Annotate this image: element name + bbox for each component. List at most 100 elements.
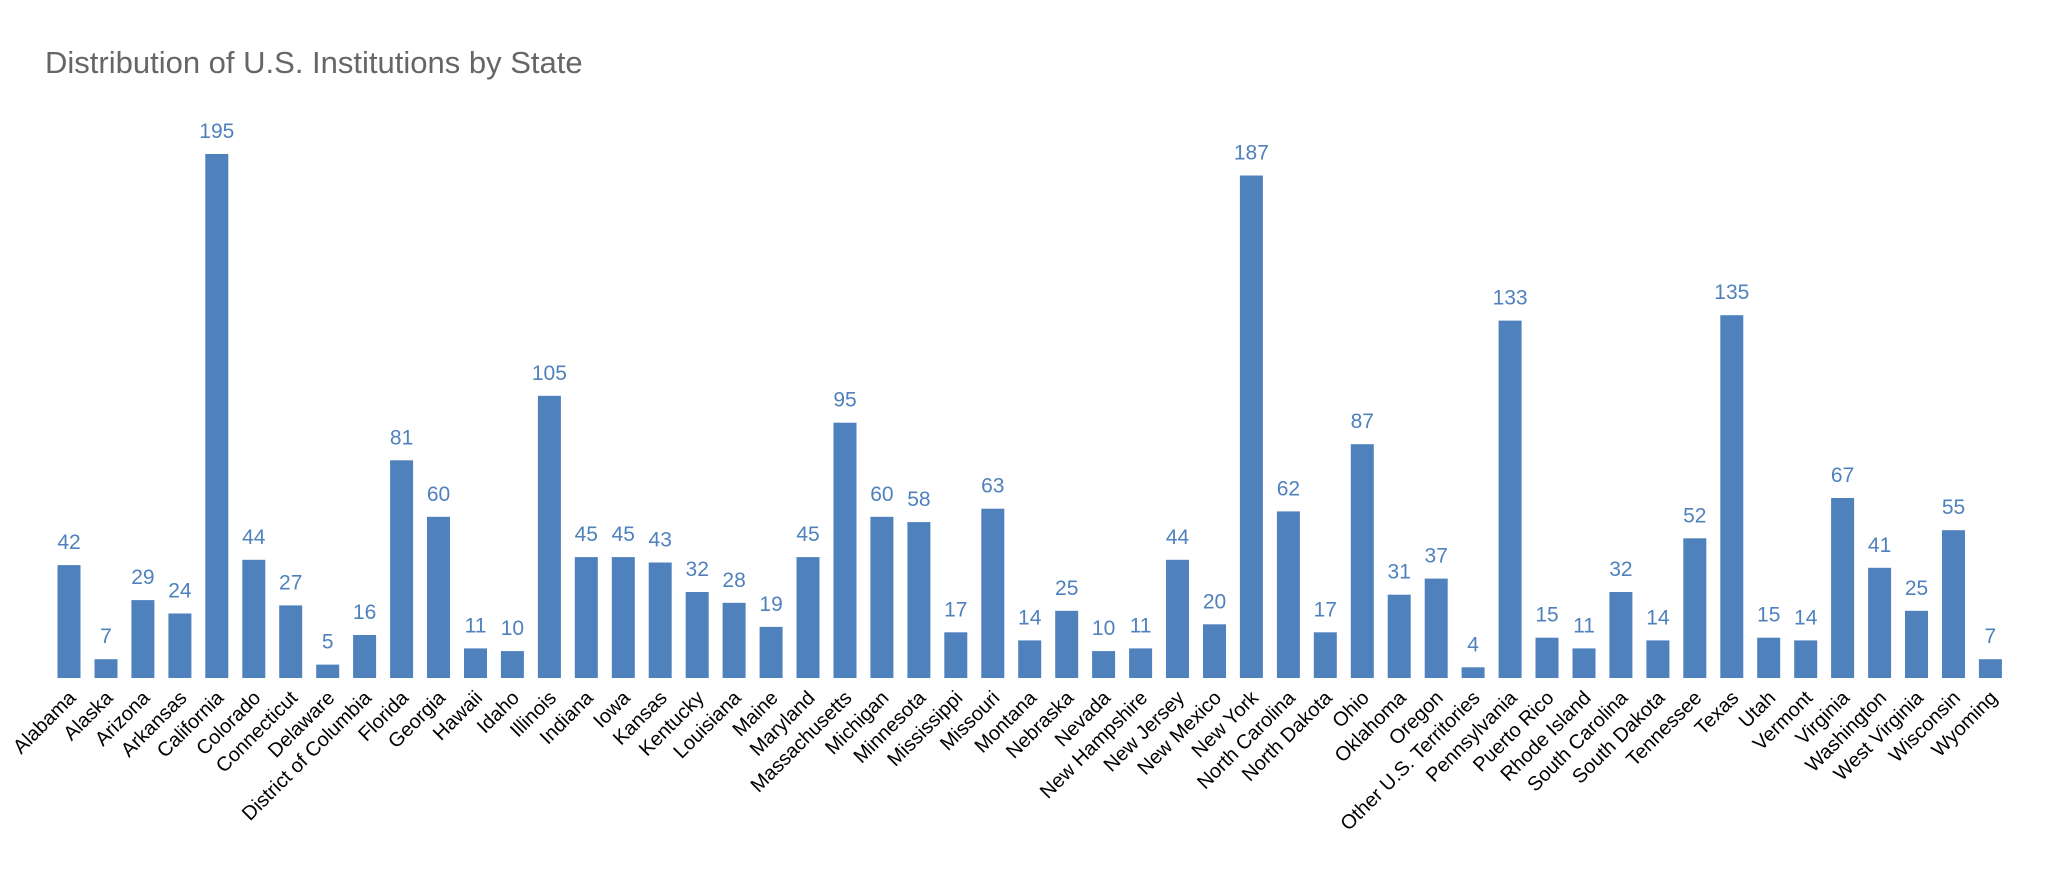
value-label-minnesota: 58 — [907, 488, 930, 511]
bar-maryland — [796, 557, 820, 678]
value-label-ohio: 87 — [1351, 410, 1374, 433]
bar-kentucky — [685, 592, 709, 678]
value-label-massachusetts: 95 — [833, 389, 856, 412]
bar-oklahoma — [1387, 594, 1411, 678]
bar-missouri — [981, 508, 1005, 678]
value-label-south-carolina: 32 — [1609, 558, 1632, 581]
bars — [57, 154, 2002, 678]
value-label-missouri: 63 — [981, 475, 1004, 498]
value-label-illinois: 105 — [532, 362, 567, 385]
value-label-north-carolina: 62 — [1277, 477, 1300, 500]
bar-alaska — [94, 659, 118, 678]
value-label-oklahoma: 31 — [1388, 561, 1411, 584]
value-label-indiana: 45 — [575, 523, 598, 546]
value-label-wyoming: 7 — [1985, 625, 1997, 648]
value-label-montana: 14 — [1018, 606, 1042, 629]
value-label-delaware: 5 — [322, 631, 334, 654]
value-label-connecticut: 27 — [279, 571, 302, 594]
value-label-colorado: 44 — [242, 526, 266, 549]
value-labels: 42 7 29 24 195 44 27 5 16 81 60 11 10 105 45 45 43 32 28 19… — [57, 120, 1996, 656]
bar-other-u-s-territories — [1461, 667, 1485, 678]
bar-iowa — [611, 557, 635, 678]
bar-massachusetts — [833, 422, 857, 678]
bar-new-jersey — [1166, 559, 1189, 678]
bar-tennessee — [1683, 538, 1707, 678]
value-label-new-jersey: 44 — [1166, 526, 1190, 549]
value-label-nebraska: 25 — [1055, 577, 1078, 600]
value-label-rhode-island: 11 — [1573, 614, 1595, 637]
chart-title: Distribution of U.S. Institutions by Sta… — [45, 45, 583, 80]
x-axis-labels: AlabamaAlaskaArizonaArkansasCaliforniaCo… — [9, 686, 2002, 835]
value-label-wisconsin: 55 — [1942, 496, 1965, 519]
bar-hawaii — [464, 648, 487, 678]
bar-california — [205, 154, 229, 678]
bar-pennsylvania — [1498, 320, 1522, 678]
bar-south-dakota — [1646, 640, 1670, 678]
bar-florida — [390, 460, 414, 678]
value-label-puerto-rico: 15 — [1535, 604, 1558, 627]
value-label-idaho: 10 — [501, 617, 524, 640]
bar-new-hampshire — [1129, 648, 1153, 678]
value-label-new-york: 187 — [1234, 142, 1269, 165]
value-label-south-dakota: 14 — [1646, 606, 1670, 629]
bar-arkansas — [168, 613, 192, 678]
bar-illinois — [537, 395, 561, 678]
bar-louisiana — [722, 602, 746, 678]
x-label-texas: Texas — [1691, 687, 1744, 740]
bar-oregon — [1424, 578, 1448, 678]
value-label-texas: 135 — [1714, 281, 1749, 304]
bar-ohio — [1350, 444, 1374, 678]
bar-north-dakota — [1313, 632, 1337, 678]
value-label-new-hampshire: 11 — [1130, 614, 1152, 637]
bar-alabama — [57, 565, 81, 678]
value-label-nevada: 10 — [1092, 617, 1115, 640]
value-label-other-u-s-territories: 4 — [1467, 633, 1479, 656]
value-label-maine: 19 — [759, 593, 782, 616]
value-label-alabama: 42 — [57, 531, 80, 554]
bar-kansas — [648, 562, 672, 678]
bar-wisconsin — [1942, 530, 1965, 678]
bar-south-carolina — [1609, 592, 1633, 678]
bar-delaware — [316, 664, 340, 678]
bar-michigan — [870, 516, 894, 678]
bar-nebraska — [1055, 610, 1079, 678]
value-label-new-mexico: 20 — [1203, 590, 1226, 613]
bar-texas — [1720, 315, 1744, 678]
value-label-mississippi: 17 — [944, 598, 967, 621]
value-label-washington: 41 — [1868, 534, 1891, 557]
bar-north-carolina — [1276, 511, 1300, 678]
bar-nevada — [1092, 651, 1116, 678]
value-label-north-dakota: 17 — [1314, 598, 1337, 621]
value-label-hawaii: 11 — [465, 614, 487, 637]
value-label-georgia: 60 — [427, 483, 450, 506]
bar-mississippi — [944, 632, 968, 678]
value-label-west-virginia: 25 — [1905, 577, 1928, 600]
value-label-arkansas: 24 — [168, 580, 192, 603]
value-label-louisiana: 28 — [722, 569, 745, 592]
value-label-virginia: 67 — [1831, 464, 1854, 487]
bar-wyoming — [1978, 659, 2002, 678]
bar-new-york — [1239, 175, 1263, 678]
value-label-florida: 81 — [390, 426, 413, 449]
value-label-california: 195 — [199, 120, 234, 143]
bar-new-mexico — [1203, 624, 1226, 678]
bar-west-virginia — [1905, 610, 1928, 678]
bar-maine — [759, 626, 783, 678]
value-label-utah: 15 — [1757, 604, 1780, 627]
value-label-district-of-columbia: 16 — [353, 601, 376, 624]
value-label-kansas: 43 — [649, 529, 672, 552]
bar-idaho — [500, 651, 524, 678]
bar-indiana — [574, 557, 598, 678]
value-label-tennessee: 52 — [1683, 504, 1706, 527]
bar-puerto-rico — [1535, 637, 1559, 678]
bar-vermont — [1794, 640, 1818, 678]
bar-arizona — [131, 600, 155, 678]
bar-virginia — [1831, 498, 1855, 678]
value-label-oregon: 37 — [1425, 545, 1448, 568]
bar-montana — [1018, 640, 1042, 678]
bar-colorado — [242, 559, 266, 678]
value-label-pennsylvania: 133 — [1493, 287, 1528, 310]
bar-rhode-island — [1572, 648, 1596, 678]
value-label-vermont: 14 — [1794, 606, 1818, 629]
